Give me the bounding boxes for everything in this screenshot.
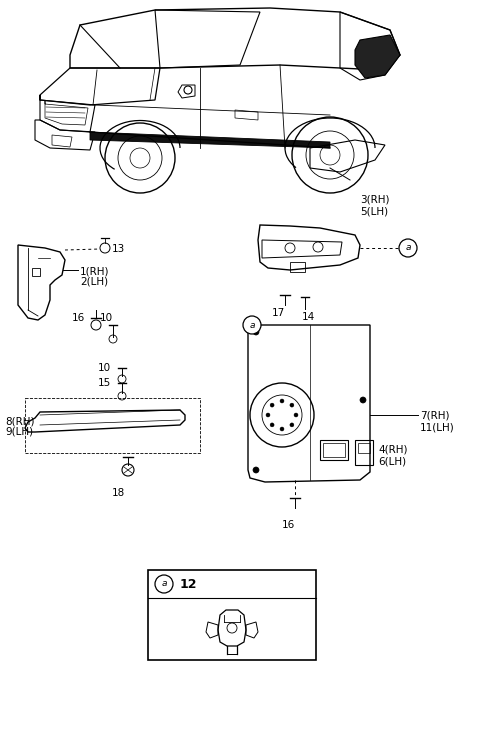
Circle shape <box>399 239 417 257</box>
Text: 7(RH): 7(RH) <box>420 411 449 421</box>
Bar <box>32 268 40 276</box>
Bar <box>320 440 348 460</box>
Circle shape <box>266 413 270 417</box>
Text: 10: 10 <box>98 363 111 373</box>
Text: 1(RH): 1(RH) <box>80 266 109 276</box>
Circle shape <box>155 575 173 593</box>
Text: 4(RH): 4(RH) <box>378 445 408 455</box>
Text: 2(LH): 2(LH) <box>80 277 108 287</box>
Text: 13: 13 <box>112 244 125 254</box>
Text: a: a <box>249 320 255 329</box>
Circle shape <box>290 403 294 407</box>
Text: 16: 16 <box>281 520 295 530</box>
Bar <box>355 440 373 465</box>
Circle shape <box>280 427 284 431</box>
Circle shape <box>294 413 298 417</box>
Text: 17: 17 <box>272 308 285 318</box>
Circle shape <box>253 329 259 335</box>
Bar <box>323 443 345 457</box>
Circle shape <box>243 316 261 334</box>
Circle shape <box>290 423 294 427</box>
Circle shape <box>280 399 284 403</box>
Bar <box>148 570 316 660</box>
Text: 6(LH): 6(LH) <box>378 456 406 466</box>
Polygon shape <box>355 35 400 78</box>
Text: 3(RH): 3(RH) <box>360 195 389 205</box>
Text: 15: 15 <box>98 378 111 388</box>
Circle shape <box>270 423 274 427</box>
Text: 11(LH): 11(LH) <box>420 422 455 432</box>
Circle shape <box>270 403 274 407</box>
Text: 14: 14 <box>302 312 315 322</box>
Bar <box>358 443 370 453</box>
Text: 9(LH): 9(LH) <box>5 427 33 437</box>
Text: a: a <box>161 580 167 589</box>
Circle shape <box>360 397 366 403</box>
Text: 12: 12 <box>180 578 197 591</box>
Bar <box>25 398 200 453</box>
Text: 8(RH): 8(RH) <box>5 416 35 426</box>
Text: 18: 18 <box>111 488 125 498</box>
Text: a: a <box>405 244 411 253</box>
Text: 16: 16 <box>72 313 85 323</box>
Text: 10: 10 <box>100 313 113 323</box>
Text: 5(LH): 5(LH) <box>360 207 388 217</box>
Polygon shape <box>90 132 330 148</box>
Circle shape <box>253 467 259 473</box>
